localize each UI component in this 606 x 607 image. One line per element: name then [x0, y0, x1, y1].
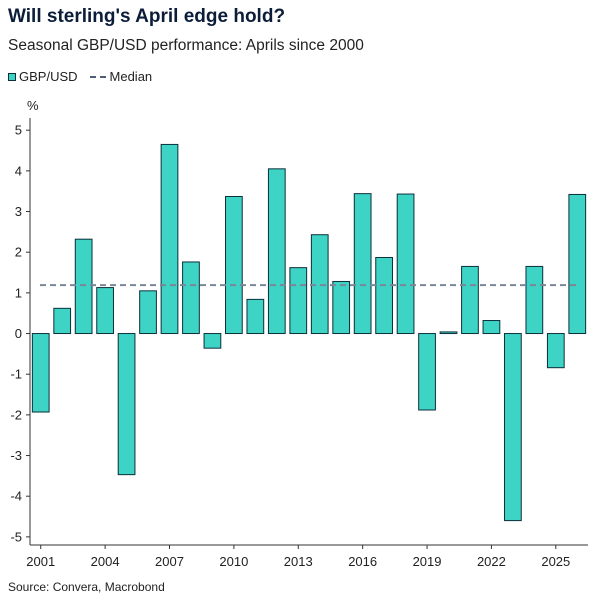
- bar-2009: [203, 333, 222, 349]
- bar-2005: [117, 333, 136, 476]
- bar-2026: [568, 193, 587, 335]
- chart-subtitle: Seasonal GBP/USD performance: Aprils sin…: [8, 37, 364, 54]
- y-tick-label: -3: [10, 448, 22, 463]
- x-tick-label: 2016: [348, 554, 377, 569]
- y-tick-label: -1: [10, 367, 22, 382]
- bar-2016: [353, 193, 372, 335]
- y-tick-label: -4: [10, 489, 22, 504]
- x-tick-label: 2010: [219, 554, 248, 569]
- bar-2025: [546, 333, 565, 369]
- y-tick-label: 2: [15, 245, 22, 260]
- bar-2013: [289, 267, 308, 335]
- bar-2014: [310, 234, 329, 335]
- y-tick-label: 3: [15, 204, 22, 219]
- y-axis-unit-label: %: [27, 98, 39, 113]
- legend: GBP/USD Median: [8, 69, 152, 84]
- bar-2012: [267, 168, 286, 335]
- bar-2008: [182, 261, 200, 335]
- x-tick-label: 2025: [541, 554, 570, 569]
- x-tick-label: 2007: [155, 554, 184, 569]
- bar-2024: [525, 265, 544, 335]
- bar-2017: [375, 256, 393, 335]
- y-tick-label: 1: [15, 285, 22, 300]
- bar-2022: [482, 320, 501, 335]
- bar-2018: [396, 193, 415, 335]
- bar-2020: [439, 331, 458, 335]
- bar-2003: [74, 238, 93, 335]
- source-note: Source: Convera, Macrobond: [8, 580, 165, 594]
- y-tick-label: -5: [10, 529, 22, 544]
- y-tick-label: -2: [10, 407, 22, 422]
- legend-swatch-gbpusd: [8, 72, 16, 81]
- x-tick-label: 2022: [477, 554, 506, 569]
- bar-2004: [96, 287, 114, 335]
- bar-2011: [246, 298, 265, 335]
- legend-swatch-median: [89, 75, 106, 78]
- x-tick-label: 2013: [284, 554, 313, 569]
- legend-label-median: Median: [109, 69, 153, 84]
- y-tick-label: 5: [15, 123, 22, 138]
- bar-2015: [332, 280, 351, 335]
- chart-title: Will sterling's April edge hold?: [8, 6, 286, 27]
- bar-2007: [160, 143, 179, 335]
- y-tick-label: 4: [15, 163, 22, 178]
- bar-2001: [31, 333, 50, 413]
- bar-2006: [139, 290, 157, 335]
- y-tick-label: 0: [15, 326, 22, 341]
- x-tick-label: 2001: [26, 554, 55, 569]
- bar-2019: [418, 333, 436, 411]
- legend-label-gbpusd: GBP/USD: [19, 69, 78, 84]
- bar-2010: [225, 195, 243, 335]
- bar-2002: [53, 307, 72, 335]
- x-tick-label: 2004: [91, 554, 120, 569]
- bar-2023: [504, 333, 522, 522]
- x-tick-label: 2019: [413, 554, 442, 569]
- bar-2021: [461, 265, 479, 335]
